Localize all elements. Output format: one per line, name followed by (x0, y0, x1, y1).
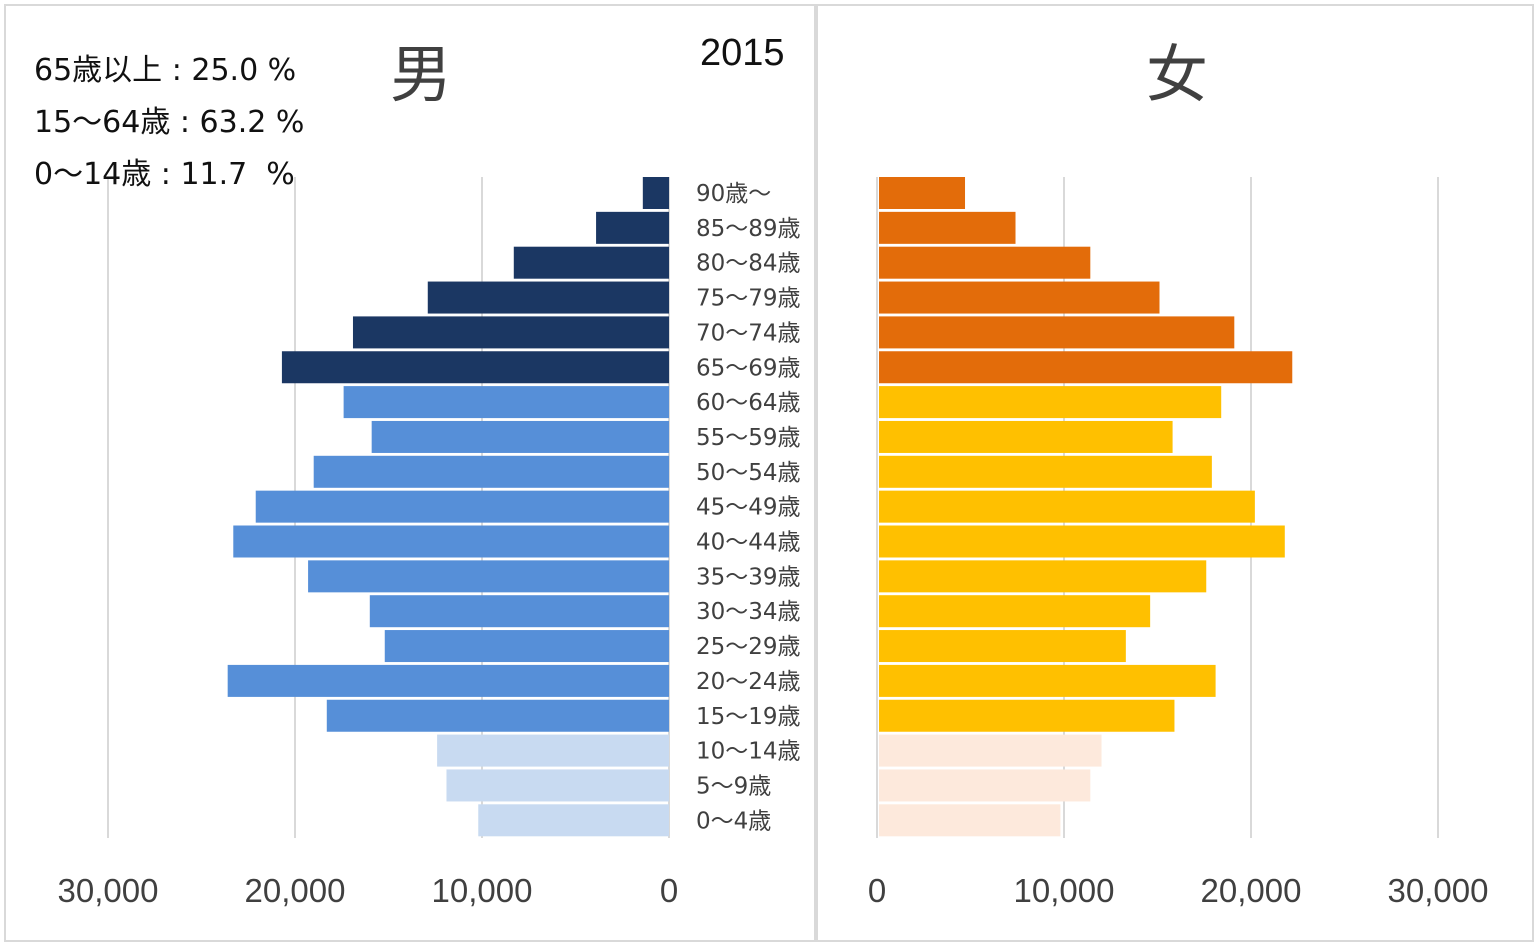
male-bar-15 (326, 699, 669, 732)
age-label-15: 15〜19歳 (696, 704, 801, 730)
chart-title-year: 2015 (700, 32, 785, 74)
age-label-11: 35〜39歳 (696, 564, 801, 590)
female-bar-5 (879, 351, 1293, 384)
age-label-5: 65〜69歳 (696, 355, 801, 381)
male-bar-1 (596, 211, 669, 244)
female-bar-1 (879, 211, 1016, 244)
age-label-14: 20〜24歳 (696, 669, 801, 695)
female-heading: 女 (1146, 38, 1209, 111)
female-bar-9 (879, 490, 1255, 523)
male-bar-12 (369, 595, 669, 628)
female-bar-4 (879, 316, 1235, 349)
age-label-12: 30〜34歳 (696, 599, 801, 625)
male-bar-18 (478, 804, 669, 837)
female-bar-3 (879, 281, 1160, 314)
male-bar-17 (446, 769, 669, 802)
female-bar-8 (879, 455, 1212, 488)
age-label-16: 10〜14歳 (696, 739, 801, 765)
male-bar-2 (513, 246, 669, 279)
age-label-2: 80〜84歳 (696, 251, 801, 277)
female-bar-13 (879, 630, 1126, 663)
age-label-9: 45〜49歳 (696, 495, 801, 521)
age-label-17: 5〜9歳 (696, 773, 771, 799)
male-bar-7 (371, 420, 669, 453)
age-label-13: 25〜29歳 (696, 634, 801, 660)
female-xtick-label-3: 30,000 (1388, 872, 1489, 909)
male-heading: 男 (390, 38, 453, 111)
male-bar-6 (343, 386, 669, 419)
male-bar-8 (313, 455, 669, 488)
female-bar-16 (879, 734, 1102, 767)
age-label-8: 50〜54歳 (696, 460, 801, 486)
female-bar-17 (879, 769, 1091, 802)
age-label-6: 60〜64歳 (696, 390, 801, 416)
age-label-4: 70〜74歳 (696, 320, 801, 346)
female-bar-14 (879, 664, 1216, 697)
female-bar-18 (879, 804, 1061, 837)
age-label-0: 90歳〜 (696, 181, 771, 207)
female-bar-2 (879, 246, 1091, 279)
age-label-3: 75〜79歳 (696, 286, 801, 312)
age-label-7: 55〜59歳 (696, 425, 801, 451)
male-bar-3 (427, 281, 669, 314)
male-bar-16 (437, 734, 669, 767)
male-bar-14 (227, 664, 669, 697)
male-bar-5 (281, 351, 669, 384)
female-bar-10 (879, 525, 1285, 558)
female-bar-6 (879, 386, 1222, 419)
female-xtick-label-1: 10,000 (1014, 872, 1115, 909)
female-bar-7 (879, 420, 1173, 453)
male-bar-11 (308, 560, 669, 593)
male-bar-10 (233, 525, 670, 558)
male-bar-9 (255, 490, 670, 523)
female-bar-0 (879, 177, 966, 209)
male-bar-0 (642, 177, 669, 209)
female-xtick-label-0: 0 (868, 872, 886, 909)
age-label-18: 0〜4歳 (696, 808, 771, 834)
stat-65plus: 65歳以上 : 25.0 % (34, 53, 297, 88)
male-bar-13 (384, 630, 669, 663)
female-bar-15 (879, 699, 1175, 732)
age-label-1: 85〜89歳 (696, 216, 801, 242)
female-bar-11 (879, 560, 1207, 593)
stat-15-64: 15〜64歳 : 63.2 % (34, 105, 305, 140)
age-label-10: 40〜44歳 (696, 530, 801, 556)
male-xtick-label-2: 10,000 (432, 872, 533, 909)
stat-0-14: 0〜14歳 : 11.7 % (34, 157, 295, 192)
female-xtick-label-2: 20,000 (1201, 872, 1302, 909)
female-bar-12 (879, 595, 1151, 628)
male-bar-4 (352, 316, 669, 349)
male-xtick-label-3: 0 (660, 872, 678, 909)
male-xtick-label-1: 20,000 (245, 872, 346, 909)
male-xtick-label-0: 30,000 (58, 872, 159, 909)
